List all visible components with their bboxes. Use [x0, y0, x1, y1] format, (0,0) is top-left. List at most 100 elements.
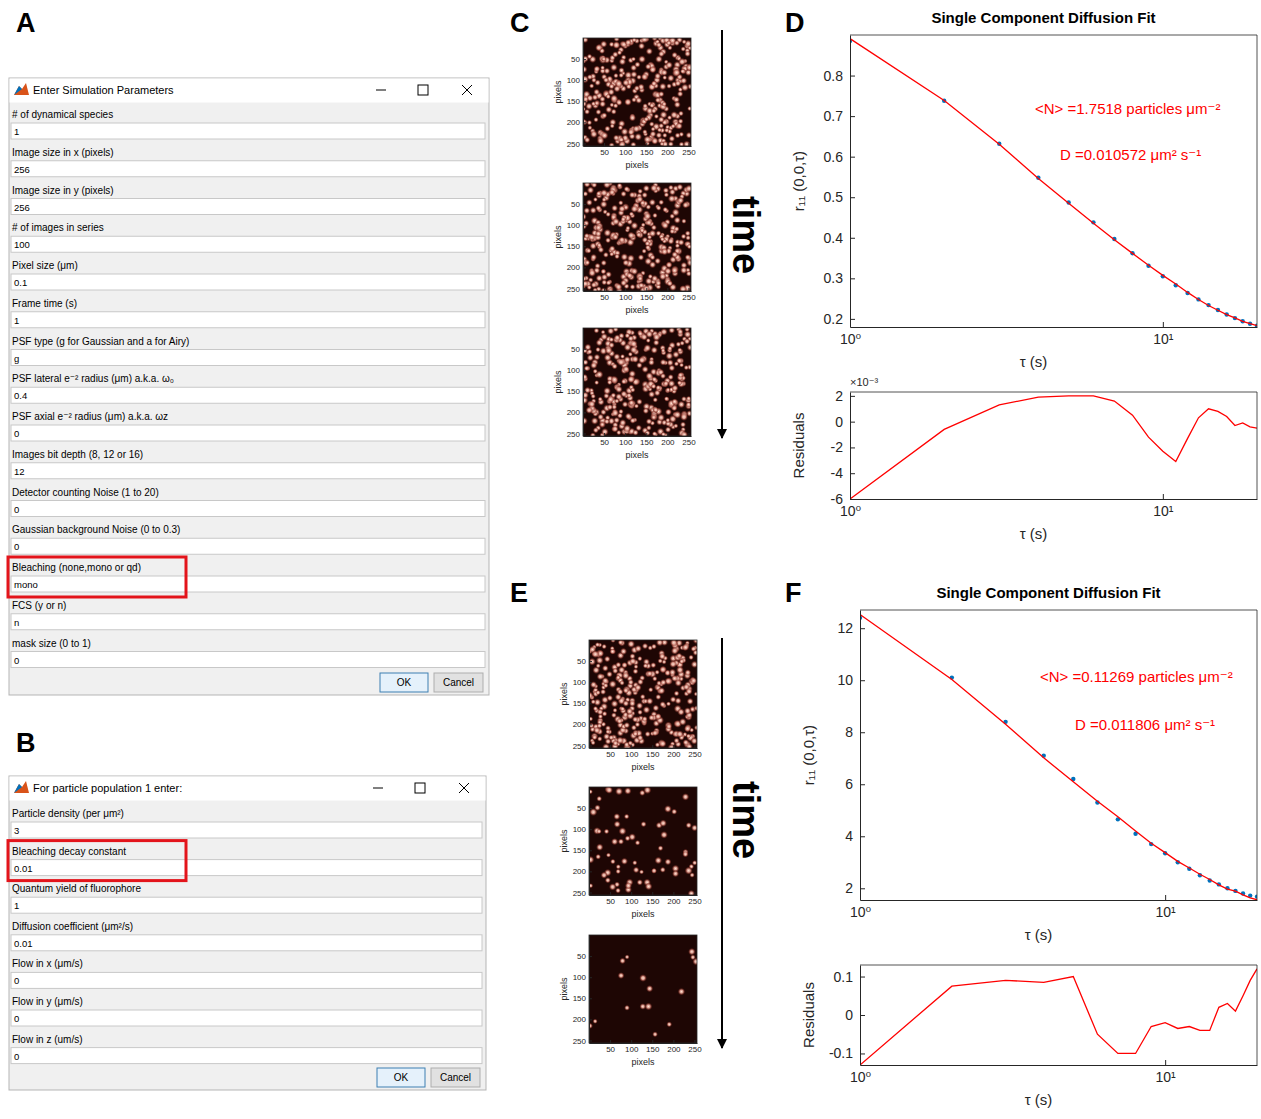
tick-mark	[589, 871, 592, 872]
particle-spot	[638, 42, 645, 49]
particle-spot	[589, 83, 595, 89]
tick-label: 250	[573, 889, 587, 898]
particle-spot	[688, 654, 694, 660]
dialog-button[interactable]	[434, 673, 483, 692]
tick-mark	[625, 288, 626, 291]
particle-spot	[604, 656, 611, 663]
particle-spot	[678, 110, 684, 116]
particle-spot	[676, 730, 684, 738]
particle-spot	[628, 740, 634, 746]
particle-spot	[669, 188, 676, 195]
particle-spot	[607, 328, 615, 335]
particle-spot	[583, 259, 590, 267]
tick-label: 0.7	[824, 108, 844, 124]
tick: 100	[625, 1040, 639, 1054]
particle-spot	[642, 129, 648, 135]
particle-spot	[679, 362, 684, 367]
particle-spot	[591, 650, 599, 658]
particle-spot	[661, 101, 667, 107]
particle-spot	[630, 222, 638, 230]
input-box	[11, 1010, 482, 1026]
tick-label: 50	[571, 200, 580, 209]
particle-spot	[605, 729, 610, 734]
particle-spot	[605, 106, 612, 113]
particle-spot	[662, 207, 668, 213]
tick: 200	[667, 745, 681, 759]
particle-spot	[612, 51, 619, 58]
tick: 200	[667, 1040, 681, 1054]
particle-spot	[590, 432, 596, 436]
tick: 0.6	[824, 149, 855, 165]
particle-spot	[611, 700, 619, 708]
plot-area	[860, 965, 1257, 1065]
particle-spot	[681, 39, 686, 44]
image-frame-border	[589, 935, 697, 1043]
particle-spot	[687, 106, 691, 111]
particle-spot	[596, 829, 602, 835]
time-arrow	[721, 638, 723, 1048]
particle-spot	[682, 643, 690, 651]
particle-spot	[655, 132, 662, 139]
tick-mark	[673, 745, 674, 748]
axis: 50100150200250	[584, 433, 697, 447]
button-label[interactable]: Cancel	[440, 1072, 471, 1083]
particle-spot	[588, 234, 595, 241]
particle-spot	[593, 88, 600, 95]
tick-label: 200	[573, 720, 587, 729]
tick-label: 12	[837, 620, 853, 636]
particle-spot	[621, 379, 627, 385]
tick-label: 100	[573, 825, 587, 834]
particle-spot	[615, 693, 622, 700]
axis-title: pixels	[553, 370, 563, 394]
particle-spot	[612, 218, 620, 226]
particle-spot	[600, 269, 606, 275]
particle-spot	[657, 414, 665, 422]
dialog-button[interactable]	[431, 1068, 480, 1087]
particle-spot	[660, 373, 666, 379]
tick-mark	[850, 319, 855, 320]
particle-spot	[630, 346, 638, 354]
particle-spot	[619, 680, 625, 686]
tick-mark	[1165, 895, 1166, 900]
input-box	[11, 123, 485, 139]
field-label: Diffusion coefficient (μm²/s)	[12, 921, 133, 932]
tick-label: 250	[688, 1045, 702, 1054]
particle-spot	[627, 375, 635, 383]
plot-frame	[860, 965, 1257, 1065]
button-label[interactable]: OK	[397, 677, 412, 688]
particle-spot	[687, 244, 691, 250]
particle-spot	[591, 183, 597, 188]
tick-mark	[1163, 322, 1164, 327]
minimize-control	[376, 90, 386, 91]
tick-mark	[850, 396, 855, 397]
tick-label: 10⁰	[850, 1069, 872, 1085]
axis-title: pixels	[625, 160, 649, 170]
tick-mark	[583, 59, 586, 60]
tick-label: 10	[837, 672, 853, 688]
particle-spot	[611, 205, 618, 212]
particle-spot	[623, 687, 629, 693]
plot-frame	[850, 35, 1257, 327]
particle-spot	[641, 366, 649, 374]
field-value: 256	[14, 202, 30, 213]
tick-label: 100	[567, 76, 581, 85]
particle-spot	[628, 400, 634, 406]
particle-spot	[590, 740, 595, 745]
particle-spot	[648, 359, 655, 366]
button-label[interactable]: OK	[394, 1072, 409, 1083]
particle-spot	[595, 690, 601, 696]
dialog-button[interactable]	[380, 673, 428, 692]
particle-spot	[600, 689, 606, 695]
tick: 0.2	[824, 311, 855, 327]
button-label[interactable]: Cancel	[443, 677, 474, 688]
particle-spot	[685, 688, 692, 695]
particle-spot	[629, 192, 636, 199]
panel-letter: E	[510, 578, 528, 608]
particle-spot	[679, 718, 687, 726]
dialog-button[interactable]	[377, 1068, 425, 1087]
axis-title: pixels	[631, 1057, 655, 1067]
tick-mark	[589, 745, 592, 746]
image-frame: 5010015020025050100150200250pixelspixels	[553, 326, 696, 460]
tick-mark	[860, 836, 865, 837]
dialog-title: For particle population 1 enter:	[33, 782, 182, 794]
